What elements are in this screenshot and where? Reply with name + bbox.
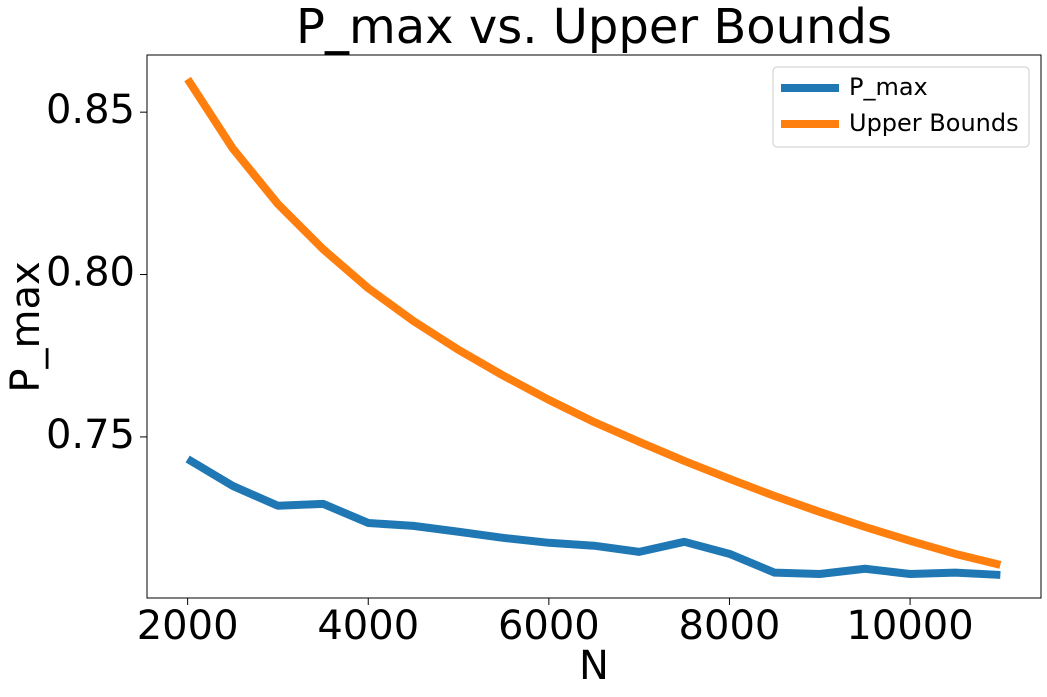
x-axis-label: N <box>579 643 609 689</box>
x-tick-label: 4000 <box>317 603 419 649</box>
x-tick-label: 10000 <box>846 603 973 649</box>
x-tick-label: 6000 <box>498 603 600 649</box>
series-line <box>185 455 1001 579</box>
y-tick-label: 0.85 <box>46 87 135 133</box>
x-tick-label: 8000 <box>679 603 781 649</box>
legend-label: P_max <box>849 73 928 101</box>
series-line <box>184 76 1002 569</box>
y-tick-label: 0.80 <box>46 250 135 296</box>
legend-label: Upper Bounds <box>849 109 1019 137</box>
y-tick-label: 0.75 <box>46 412 135 458</box>
y-axis-label: P_max <box>3 261 49 392</box>
x-tick-label: 2000 <box>137 603 239 649</box>
plot-frame <box>146 54 1042 599</box>
chart-title: P_max vs. Upper Bounds <box>296 0 892 55</box>
